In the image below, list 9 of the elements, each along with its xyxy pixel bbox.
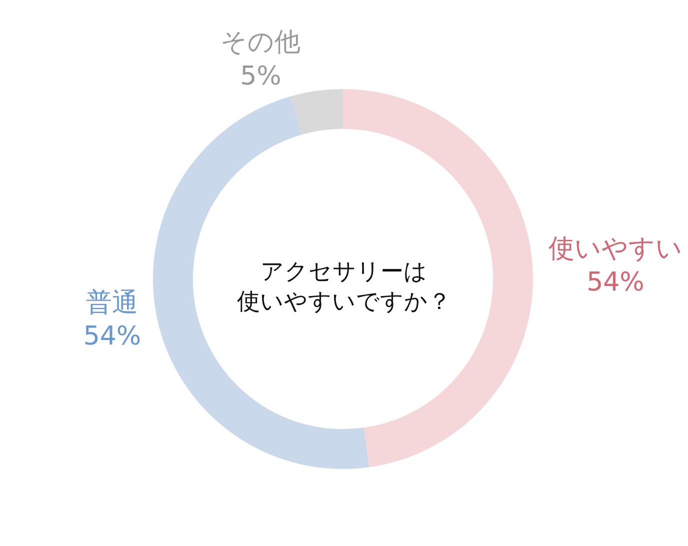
slice-label: 使いやすい: [548, 234, 682, 264]
slice-label: その他: [220, 28, 301, 58]
slice-label: 普通: [86, 288, 138, 318]
text: 使いやすいですか？: [237, 288, 451, 315]
data-label: 5%: [240, 61, 282, 92]
data-label: 54%: [586, 268, 644, 298]
data-label: 54%: [83, 322, 142, 352]
donut-slice: [290, 89, 343, 135]
text: アクセサリーは: [260, 259, 428, 286]
